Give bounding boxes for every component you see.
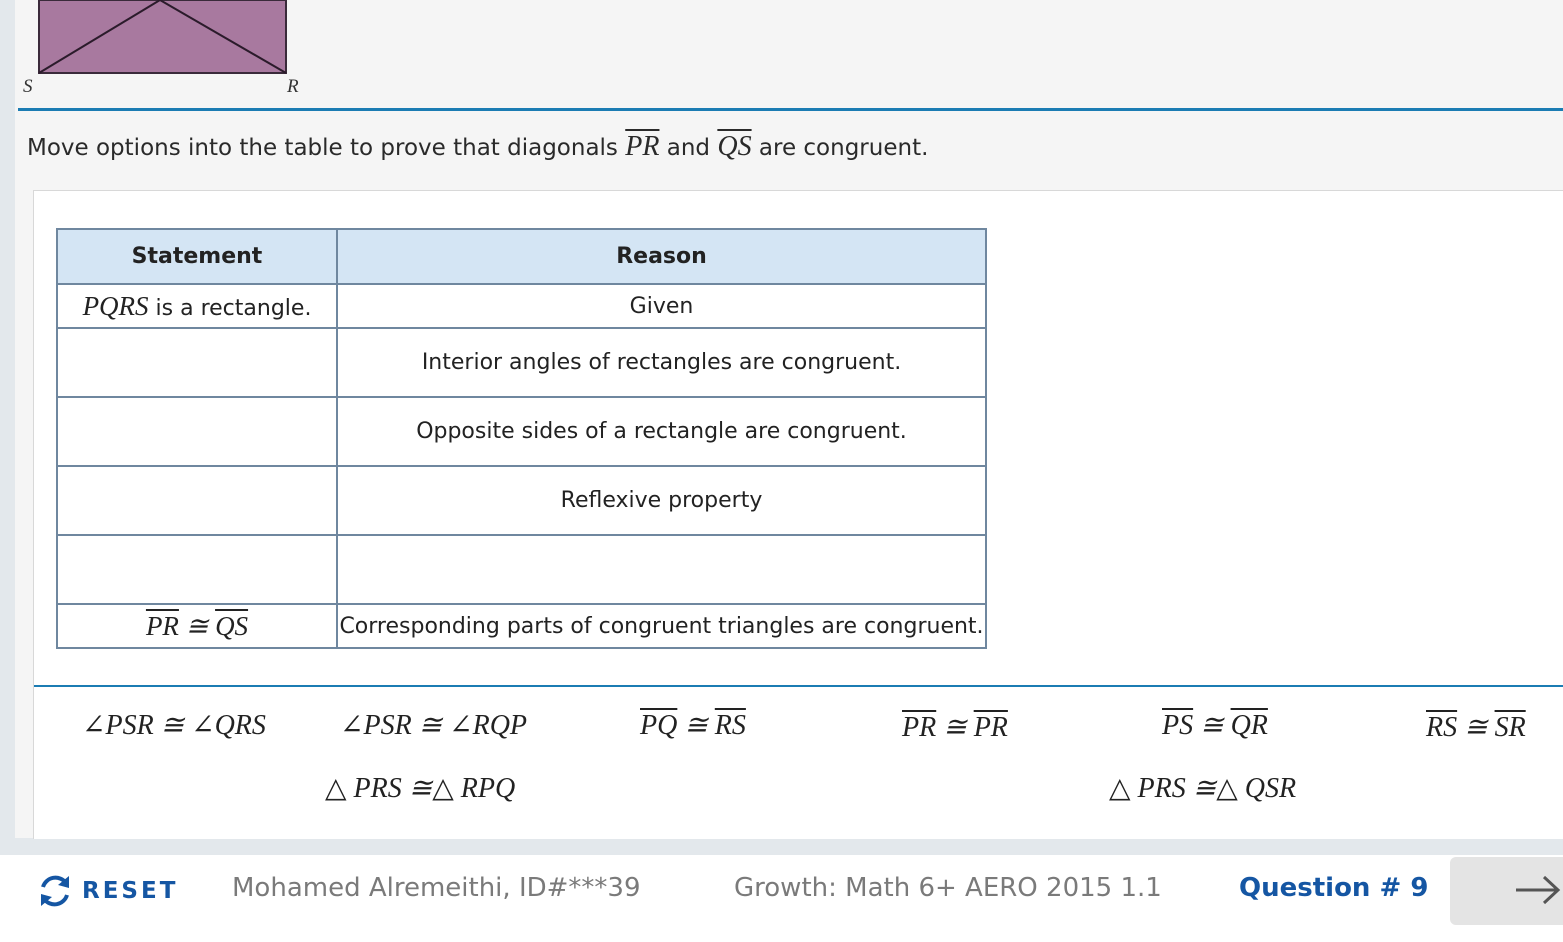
option-triangle-prs-qsr[interactable]: △ PRS ≅△ QSR xyxy=(1109,773,1297,804)
refresh-icon xyxy=(41,875,69,907)
question-content: S R Move options into the table to prove… xyxy=(15,0,1563,839)
vertex-label-r: R xyxy=(286,76,299,97)
option-rs-sr[interactable]: RS ≅ SR xyxy=(1426,712,1526,743)
statement-cell[interactable]: PQRS is a rectangle. xyxy=(56,283,338,329)
table-row xyxy=(56,534,987,605)
diagonal-line xyxy=(159,0,287,74)
proof-table: Statement Reason PQRS is a rectangle. Gi… xyxy=(56,228,987,649)
table-row: PR ≅ QS Corresponding parts of congruent… xyxy=(56,603,987,649)
reset-label: RESET xyxy=(82,878,179,904)
footer-bar: RESET Mohamed Alremeithi, ID#***39 Growt… xyxy=(0,855,1563,942)
rectangle-shape xyxy=(38,0,287,74)
option-angle-psr-qrs[interactable]: ∠PSR ≅ ∠QRS xyxy=(82,710,266,741)
options-divider xyxy=(34,685,1563,687)
question-prompt: Move options into the table to prove tha… xyxy=(27,131,929,162)
table-row: Opposite sides of a rectangle are congru… xyxy=(56,396,987,467)
option-triangle-prs-rpq[interactable]: △ PRS ≅△ RPQ xyxy=(325,773,516,804)
reset-button[interactable]: RESET xyxy=(36,869,178,913)
statement-drop-zone[interactable] xyxy=(56,534,338,605)
reason-drop-zone[interactable] xyxy=(336,534,987,605)
reason-cell: Given xyxy=(336,283,987,329)
reason-cell: Opposite sides of a rectangle are congru… xyxy=(336,396,987,467)
statement-drop-zone[interactable] xyxy=(56,327,338,398)
option-pr-pr[interactable]: PR ≅ PR xyxy=(902,712,1008,743)
reason-cell: Corresponding parts of congruent triangl… xyxy=(336,603,987,649)
rectangle-figure: S R xyxy=(23,0,299,97)
work-panel: Statement Reason PQRS is a rectangle. Gi… xyxy=(33,190,1563,839)
statement-cell: PR ≅ QS xyxy=(56,603,338,649)
student-info: Mohamed Alremeithi, ID#***39 xyxy=(232,873,641,903)
question-number: Question # 9 xyxy=(1239,873,1429,903)
section-divider xyxy=(18,108,1563,111)
option-angle-psr-rqp[interactable]: ∠PSR ≅ ∠RQP xyxy=(340,710,528,741)
reason-cell: Reflexive property xyxy=(336,465,987,536)
next-button[interactable] xyxy=(1450,857,1563,925)
segment-pr: PR xyxy=(625,131,660,162)
table-row: Reflexive property xyxy=(56,465,987,536)
statement-header: Statement xyxy=(56,228,338,285)
arrow-right-icon xyxy=(1516,875,1561,905)
option-pq-rs[interactable]: PQ ≅ RS xyxy=(640,710,746,741)
reason-cell: Interior angles of rectangles are congru… xyxy=(336,327,987,398)
diagonal-line xyxy=(38,0,161,74)
test-name: Growth: Math 6+ AERO 2015 1.1 xyxy=(734,873,1162,903)
option-ps-qr[interactable]: PS ≅ QR xyxy=(1162,710,1268,741)
statement-drop-zone[interactable] xyxy=(56,465,338,536)
vertex-label-s: S xyxy=(23,76,33,97)
reason-header: Reason xyxy=(336,228,987,285)
table-row: Interior angles of rectangles are congru… xyxy=(56,327,987,398)
statement-drop-zone[interactable] xyxy=(56,396,338,467)
table-row: PQRS is a rectangle. Given xyxy=(56,283,987,329)
segment-qs: QS xyxy=(717,131,752,162)
